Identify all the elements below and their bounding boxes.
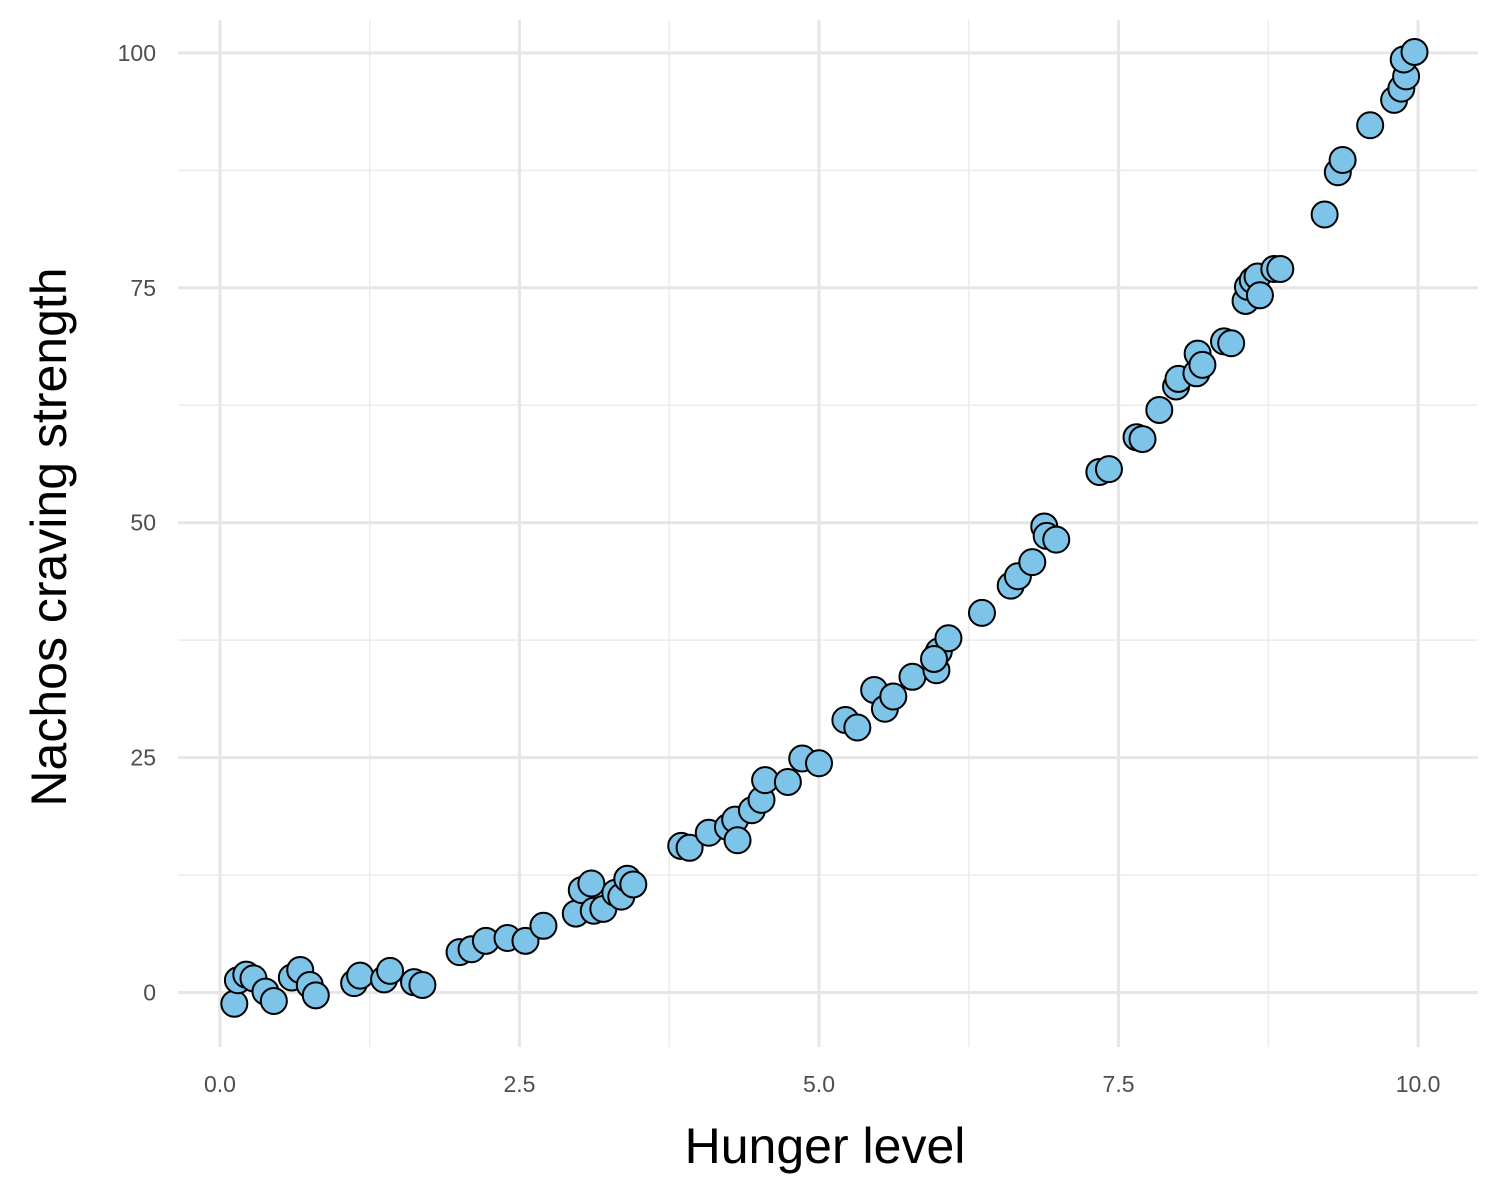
y-axis-title: Nachos craving strength bbox=[21, 267, 77, 806]
x-tick-label: 10.0 bbox=[1396, 1071, 1441, 1097]
data-point bbox=[577, 869, 606, 898]
data-point bbox=[967, 598, 996, 627]
data-point bbox=[805, 749, 834, 778]
data-point bbox=[529, 911, 558, 940]
x-tick-label: 5.0 bbox=[803, 1071, 835, 1097]
data-point bbox=[511, 926, 540, 955]
data-point bbox=[1042, 525, 1071, 554]
y-tick-label: 100 bbox=[118, 40, 156, 66]
y-axis-tick-labels: 0 25 50 75 100 bbox=[118, 40, 156, 1006]
data-point bbox=[1018, 548, 1047, 577]
data-point bbox=[619, 870, 648, 899]
data-point bbox=[920, 644, 949, 673]
minor-gridlines bbox=[178, 20, 1478, 1047]
data-point bbox=[1266, 254, 1295, 283]
data-point bbox=[1245, 281, 1274, 310]
data-point bbox=[1128, 425, 1157, 454]
major-gridlines bbox=[178, 20, 1478, 1047]
data-point bbox=[1400, 37, 1429, 66]
y-tick-label: 75 bbox=[130, 275, 156, 301]
data-point bbox=[1217, 329, 1246, 358]
data-point bbox=[1356, 111, 1385, 140]
y-tick-label: 50 bbox=[130, 510, 156, 536]
data-point bbox=[220, 989, 249, 1018]
x-tick-label: 7.5 bbox=[1103, 1071, 1135, 1097]
x-tick-label: 2.5 bbox=[503, 1071, 535, 1097]
y-tick-label: 25 bbox=[130, 745, 156, 771]
data-point bbox=[1094, 455, 1123, 484]
data-point bbox=[1328, 146, 1357, 175]
data-point bbox=[934, 624, 963, 653]
data-point bbox=[773, 768, 802, 797]
data-point bbox=[1188, 350, 1217, 379]
data-points bbox=[220, 37, 1429, 1018]
data-point bbox=[259, 986, 288, 1015]
data-point bbox=[879, 682, 908, 711]
data-point bbox=[843, 713, 872, 742]
data-point bbox=[723, 826, 752, 855]
y-tick-label: 0 bbox=[143, 980, 156, 1006]
data-point bbox=[1310, 200, 1339, 229]
data-point bbox=[301, 981, 330, 1010]
data-point bbox=[675, 833, 704, 862]
data-point bbox=[346, 961, 375, 990]
x-tick-label: 0.0 bbox=[204, 1071, 236, 1097]
x-axis-tick-labels: 0.0 2.5 5.0 7.5 10.0 bbox=[204, 1071, 1441, 1097]
data-point bbox=[408, 970, 437, 999]
data-point bbox=[376, 956, 405, 985]
data-point bbox=[898, 662, 927, 691]
data-point bbox=[1145, 395, 1174, 424]
x-axis-title: Hunger level bbox=[685, 1118, 966, 1174]
